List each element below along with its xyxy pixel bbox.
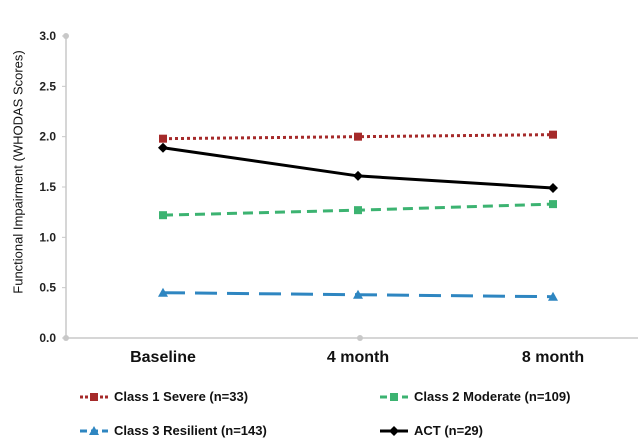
- y-tick-label: 0.5: [39, 281, 56, 295]
- x-categories: Baseline 4 month 8 month: [130, 349, 584, 366]
- series-3: [158, 287, 558, 301]
- x-category-label: 4 month: [327, 349, 389, 366]
- legend-label: ACT (n=29): [414, 423, 483, 438]
- data-point: [548, 183, 558, 194]
- y-tick-label: 2.0: [39, 130, 56, 144]
- data-point: [353, 289, 363, 299]
- data-point: [390, 393, 398, 401]
- data-point: [89, 426, 99, 435]
- data-point: [548, 291, 558, 301]
- series-4: [158, 142, 558, 194]
- data-point: [158, 287, 168, 297]
- y-tick-label: 1.0: [39, 230, 56, 244]
- legend-label: Class 2 Moderate (n=109): [414, 389, 570, 404]
- data-point: [549, 130, 557, 139]
- legend-item: Class 3 Resilient (n=143): [80, 423, 267, 438]
- legend: Class 1 Severe (n=33) Class 2 Moderate (n…: [80, 389, 570, 438]
- series-line: [162, 133, 554, 141]
- y-axis-label-group: Functional Impairment (WHODAS Scores): [10, 50, 25, 293]
- y-tick-label: 1.5: [39, 180, 56, 194]
- data-point: [90, 393, 98, 401]
- legend-label: Class 1 Severe (n=33): [114, 389, 248, 404]
- legend-item: Class 2 Moderate (n=109): [380, 389, 570, 404]
- legend-item: Class 1 Severe (n=33): [80, 389, 248, 404]
- series-group: [158, 130, 558, 301]
- data-point: [159, 134, 167, 143]
- series-line: [162, 146, 554, 190]
- legend-label: Class 3 Resilient (n=143): [114, 423, 267, 438]
- x-category-label: 8 month: [522, 349, 584, 366]
- x-axis-marker: [357, 335, 363, 341]
- series-2: [159, 200, 557, 220]
- data-point: [354, 132, 362, 141]
- y-tick-label: 2.5: [39, 79, 56, 93]
- data-point: [159, 211, 167, 220]
- y-axis-label: Functional Impairment (WHODAS Scores): [10, 50, 25, 293]
- y-ticks: 0.0 0.5 1.0 1.5 2.0 2.5 3.0: [39, 29, 66, 345]
- y-tick-label: 3.0: [39, 29, 56, 43]
- data-point: [389, 426, 399, 436]
- x-category-label: Baseline: [130, 349, 196, 366]
- legend-item: ACT (n=29): [380, 423, 483, 438]
- data-point: [354, 206, 362, 215]
- data-point: [158, 142, 168, 153]
- series-1: [159, 130, 557, 143]
- data-point: [549, 200, 557, 209]
- data-point: [353, 170, 363, 181]
- y-tick-label: 0.0: [39, 331, 56, 345]
